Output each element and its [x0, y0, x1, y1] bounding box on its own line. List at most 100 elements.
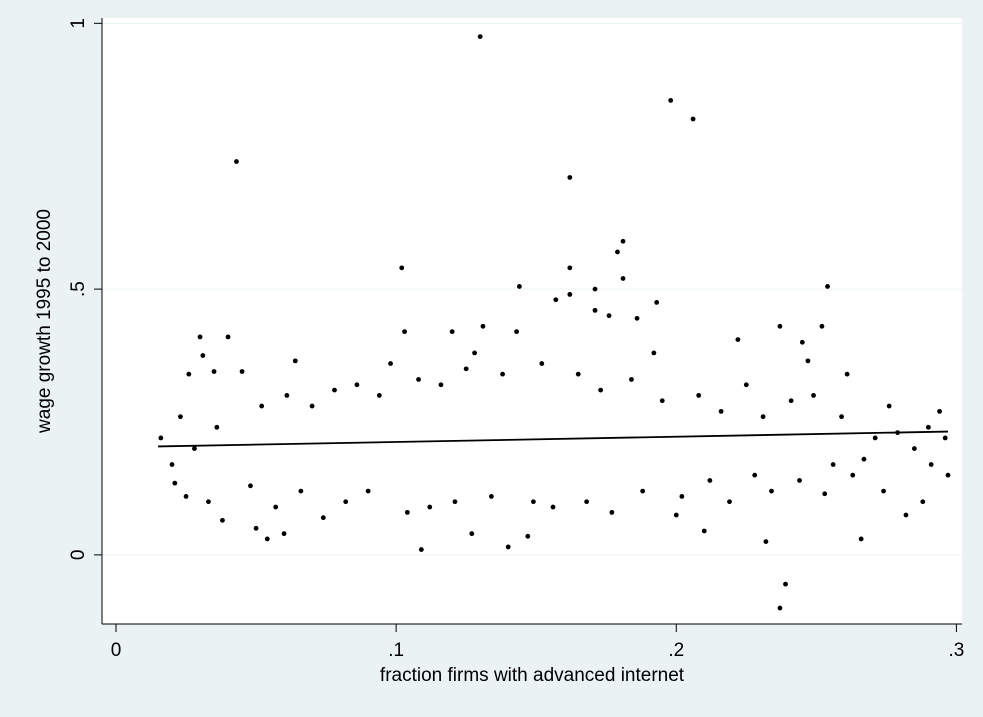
- data-point: [788, 398, 794, 404]
- data-point: [264, 536, 270, 542]
- data-point: [186, 371, 192, 377]
- data-point: [234, 159, 239, 164]
- data-point: [598, 387, 604, 393]
- data-point: [298, 488, 304, 494]
- data-point: [937, 408, 942, 414]
- data-point: [799, 339, 805, 345]
- data-point: [539, 361, 545, 366]
- data-point: [239, 369, 245, 374]
- data-point: [376, 393, 382, 398]
- data-point: [634, 315, 640, 321]
- data-point: [718, 408, 724, 414]
- data-point: [629, 377, 634, 382]
- data-point: [567, 292, 573, 297]
- data-point: [253, 525, 259, 531]
- data-point: [309, 403, 315, 409]
- data-point: [783, 581, 788, 587]
- data-point: [760, 414, 766, 420]
- data-point: [805, 358, 811, 364]
- data-point: [214, 424, 220, 430]
- data-point: [696, 393, 702, 398]
- data-point: [830, 462, 836, 467]
- data-point: [197, 334, 203, 340]
- data-point: [911, 446, 917, 451]
- data-point: [673, 512, 679, 518]
- data-point: [925, 424, 931, 430]
- data-point: [211, 369, 217, 374]
- data-point: [752, 472, 758, 478]
- data-point: [500, 371, 505, 377]
- y-tick-label: 0: [68, 550, 89, 561]
- x-tick-label: .1: [388, 640, 404, 661]
- data-point: [839, 414, 844, 420]
- data-point: [427, 504, 433, 510]
- data-point: [606, 313, 612, 319]
- data-point: [861, 456, 867, 462]
- data-point: [550, 504, 556, 510]
- data-point: [822, 491, 828, 497]
- data-point: [178, 414, 183, 420]
- x-tick-label: 0: [111, 640, 122, 661]
- data-point: [320, 515, 326, 521]
- data-point: [200, 353, 206, 358]
- data-point: [743, 382, 749, 388]
- data-point: [942, 435, 948, 441]
- data-point: [452, 499, 458, 505]
- data-point: [668, 97, 674, 103]
- data-point: [480, 323, 486, 329]
- data-point: [763, 539, 769, 545]
- data-point: [404, 509, 410, 515]
- data-point: [903, 512, 909, 518]
- data-point: [169, 462, 175, 467]
- data-point: [225, 334, 231, 340]
- data-point: [259, 403, 265, 409]
- data-point: [514, 329, 519, 335]
- data-point: [886, 403, 892, 409]
- data-point: [620, 238, 626, 244]
- x-axis-title: fraction firms with advanced internet: [380, 665, 685, 686]
- data-point: [553, 297, 559, 303]
- data-point: [332, 387, 337, 393]
- data-point: [248, 483, 253, 489]
- data-point: [399, 265, 405, 271]
- data-point: [654, 299, 660, 305]
- data-point: [281, 531, 287, 537]
- data-point: [928, 462, 934, 467]
- data-point: [592, 307, 598, 313]
- data-point: [819, 323, 825, 329]
- data-point: [844, 371, 850, 377]
- data-point: [777, 323, 783, 329]
- data-point: [945, 472, 951, 478]
- x-tick-label: .3: [948, 640, 964, 661]
- data-point: [825, 284, 830, 289]
- data-point: [192, 446, 197, 451]
- data-point: [584, 499, 590, 505]
- data-point: [284, 393, 290, 398]
- data-point: [525, 533, 531, 539]
- data-point: [365, 488, 371, 494]
- data-point: [620, 276, 626, 281]
- y-tick-label: .5: [68, 281, 89, 297]
- data-point: [858, 536, 864, 542]
- plot-area: [102, 18, 962, 624]
- data-point: [418, 547, 424, 552]
- data-point: [158, 435, 164, 441]
- data-point: [183, 494, 189, 499]
- data-point: [797, 478, 802, 483]
- data-point: [592, 286, 598, 292]
- fit-line-group: [158, 430, 949, 448]
- data-point: [505, 544, 511, 550]
- data-point: [516, 284, 522, 289]
- data-point: [469, 531, 475, 537]
- data-point: [690, 116, 696, 122]
- data-point: [172, 480, 178, 486]
- data-point: [273, 504, 279, 510]
- data-point: [449, 329, 455, 335]
- data-point: [477, 34, 483, 40]
- data-point: [659, 398, 665, 404]
- data-point: [872, 435, 878, 441]
- data-point: [615, 249, 620, 255]
- data-point: [651, 350, 657, 356]
- data-point: [640, 488, 646, 494]
